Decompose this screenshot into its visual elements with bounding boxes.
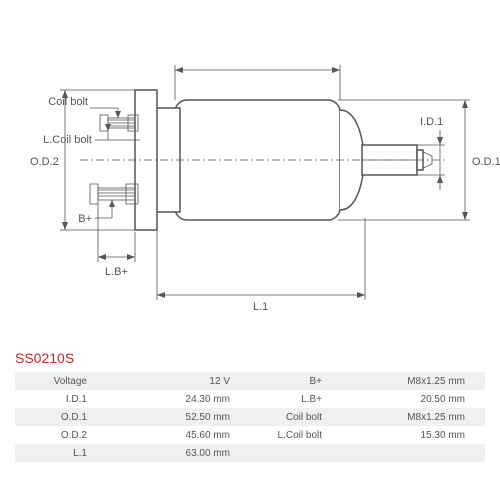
spec-table: Voltage12 VB+M8x1.25 mmI.D.124.30 mmL.B+… <box>15 372 485 462</box>
spec-label: B+ <box>250 372 330 390</box>
spec-label: L.B+ <box>250 390 330 408</box>
spec-label: Voltage <box>15 372 95 390</box>
part-number: SS0210S <box>15 350 74 366</box>
spec-label: I.D.1 <box>15 390 95 408</box>
spec-label: O.D.1 <box>15 408 95 426</box>
label-od2: O.D.2 <box>30 156 59 168</box>
label-od1: O.D.1 <box>472 156 500 168</box>
spec-label: L.1 <box>15 444 95 462</box>
spec-value: 20.50 mm <box>330 390 485 408</box>
label-id1: I.D.1 <box>420 116 443 128</box>
spec-value: 63.00 mm <box>95 444 250 462</box>
label-coilbolt: Coil bolt <box>48 96 88 108</box>
label-lcoilbolt: L.Coil bolt <box>43 134 92 146</box>
spec-value: 12 V <box>95 372 250 390</box>
label-l1: L.1 <box>253 301 268 313</box>
label-bplus: B+ <box>78 213 92 225</box>
spec-value: 15.30 mm <box>330 426 485 444</box>
spec-value: 52.50 mm <box>95 408 250 426</box>
table-row: O.D.152.50 mmCoil boltM8x1.25 mm <box>15 408 485 426</box>
table-row: O.D.245.60 mmL.Coil bolt15.30 mm <box>15 426 485 444</box>
spec-value: M8x1.25 mm <box>330 408 485 426</box>
spec-value: 45.60 mm <box>95 426 250 444</box>
spec-label: L.Coil bolt <box>250 426 330 444</box>
table-row: I.D.124.30 mmL.B+20.50 mm <box>15 390 485 408</box>
spec-value: 24.30 mm <box>95 390 250 408</box>
spec-label: O.D.2 <box>15 426 95 444</box>
spec-label <box>250 444 330 462</box>
spec-label: Coil bolt <box>250 408 330 426</box>
technical-diagram: O.D.2 O.D.1 I.D.1 L.1 <box>0 0 500 340</box>
table-row: L.163.00 mm <box>15 444 485 462</box>
spec-value <box>330 444 485 462</box>
table-row: Voltage12 VB+M8x1.25 mm <box>15 372 485 390</box>
label-lb: L.B+ <box>105 266 128 278</box>
spec-value: M8x1.25 mm <box>330 372 485 390</box>
